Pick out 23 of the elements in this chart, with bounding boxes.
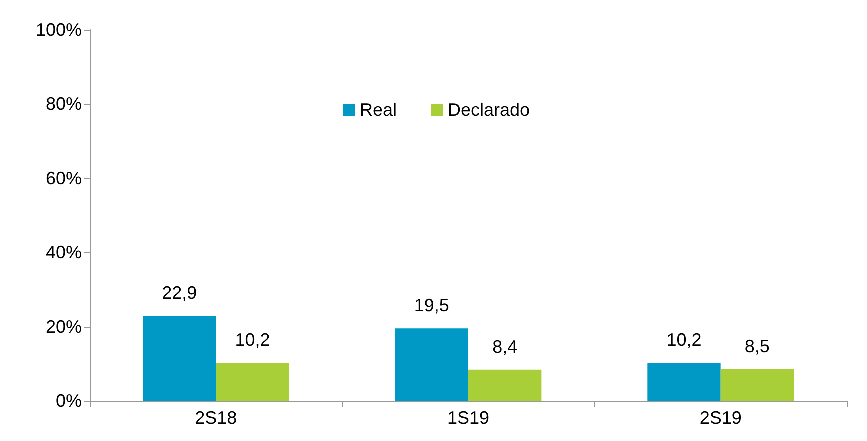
legend-label: Real <box>360 100 398 120</box>
x-tick-label: 2S19 <box>700 408 742 428</box>
data-label: 10,2 <box>666 330 702 350</box>
y-tick-label: 0% <box>56 391 82 411</box>
x-tick-label: 1S19 <box>447 408 490 428</box>
legend-label: Declarado <box>448 100 530 120</box>
y-tick-label: 100% <box>36 20 82 40</box>
y-tick-label: 60% <box>46 168 82 188</box>
bar <box>720 369 794 401</box>
y-tick-label: 80% <box>46 94 82 114</box>
bar <box>648 363 721 401</box>
data-label: 19,5 <box>414 296 450 316</box>
y-tick-label: 40% <box>46 242 82 263</box>
data-label: 10,2 <box>235 330 270 350</box>
bar <box>142 316 216 401</box>
y-tick-label: 20% <box>46 316 82 337</box>
data-label: 8,5 <box>744 336 770 356</box>
bar <box>216 363 290 401</box>
bar <box>468 370 542 401</box>
data-label: 8,4 <box>492 336 518 357</box>
data-label: 22,9 <box>162 283 198 304</box>
x-tick-label: 2S18 <box>195 408 238 428</box>
bar <box>395 328 468 401</box>
